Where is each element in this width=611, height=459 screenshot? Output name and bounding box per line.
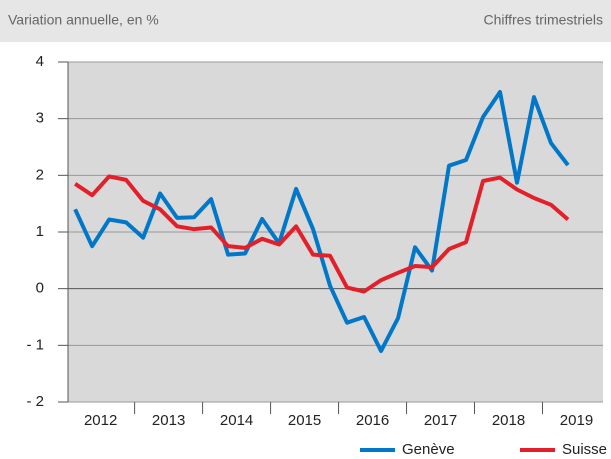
y-tick-label: 3	[36, 110, 44, 127]
x-tick-label: 2017	[424, 412, 457, 429]
y-tick-label: 1	[36, 223, 44, 240]
y-tick-label: 4	[36, 53, 44, 70]
chart-note: Chiffres trimestriels	[483, 12, 603, 28]
x-tick-label: 2016	[356, 412, 389, 429]
y-tick-label: 2	[36, 166, 44, 183]
series-line	[74, 174, 570, 294]
y-tick-label: 0	[36, 280, 44, 297]
y-tick-label: - 1	[26, 336, 44, 353]
legend-label: Suisse	[562, 441, 607, 458]
chart-subtitle: Variation annuelle, en %	[8, 12, 159, 28]
legend-label: Genève	[402, 441, 455, 458]
x-tick-label: 2012	[84, 412, 117, 429]
x-tick-label: 2013	[152, 412, 185, 429]
x-tick-label: 2015	[288, 412, 321, 429]
header-band	[0, 0, 611, 42]
x-tick-label: 2019	[560, 412, 593, 429]
x-tick-label: 2014	[220, 412, 253, 429]
series-line	[73, 90, 570, 353]
y-tick-label: - 2	[26, 393, 44, 410]
x-tick-label: 2018	[492, 412, 525, 429]
